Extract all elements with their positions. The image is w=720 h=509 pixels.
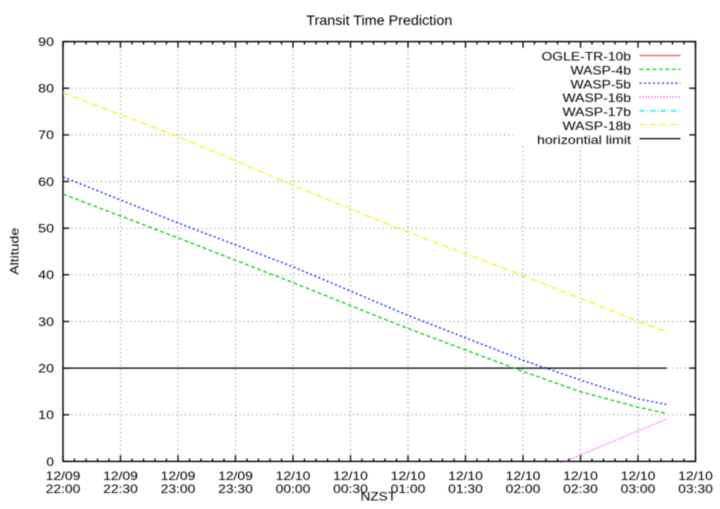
svg-text:Altitude: Altitude (8, 227, 22, 274)
svg-text:WASP-17b: WASP-17b (563, 105, 632, 119)
svg-text:10: 10 (38, 408, 54, 422)
svg-text:80: 80 (38, 82, 54, 96)
svg-text:02:30: 02:30 (563, 482, 598, 496)
svg-text:12/10: 12/10 (448, 469, 483, 483)
svg-text:20: 20 (38, 362, 54, 376)
svg-text:23:30: 23:30 (218, 482, 253, 496)
svg-text:70: 70 (38, 128, 54, 142)
svg-text:horizontial limit: horizontial limit (537, 133, 632, 147)
svg-text:0: 0 (46, 455, 54, 469)
svg-text:12/10: 12/10 (333, 469, 368, 483)
svg-text:00:30: 00:30 (333, 482, 368, 496)
svg-text:12/10: 12/10 (678, 469, 713, 483)
svg-text:WASP-18b: WASP-18b (563, 119, 632, 133)
svg-text:12/09: 12/09 (46, 469, 81, 483)
svg-text:WASP-4b: WASP-4b (571, 64, 632, 78)
svg-text:01:00: 01:00 (391, 482, 426, 496)
svg-text:30: 30 (38, 315, 54, 329)
svg-text:WASP-16b: WASP-16b (563, 91, 632, 105)
svg-text:Transit Time Prediction: Transit Time Prediction (306, 13, 452, 28)
svg-text:60: 60 (38, 175, 54, 189)
svg-text:12/09: 12/09 (218, 469, 253, 483)
svg-text:02:00: 02:00 (506, 482, 541, 496)
svg-text:23:00: 23:00 (161, 482, 196, 496)
svg-text:03:30: 03:30 (678, 482, 713, 496)
svg-text:12/10: 12/10 (276, 469, 311, 483)
svg-text:12/09: 12/09 (161, 469, 196, 483)
svg-text:03:00: 03:00 (621, 482, 656, 496)
svg-text:50: 50 (38, 222, 54, 236)
svg-text:90: 90 (38, 35, 54, 49)
svg-text:12/09: 12/09 (103, 469, 138, 483)
svg-text:WASP-5b: WASP-5b (571, 77, 632, 91)
svg-text:NZST: NZST (361, 490, 397, 504)
svg-text:00:00: 00:00 (276, 482, 311, 496)
svg-text:22:00: 22:00 (46, 482, 81, 496)
svg-text:12/10: 12/10 (563, 469, 598, 483)
svg-text:12/10: 12/10 (621, 469, 656, 483)
svg-text:12/10: 12/10 (506, 469, 541, 483)
svg-text:01:30: 01:30 (448, 482, 483, 496)
svg-text:22:30: 22:30 (103, 482, 138, 496)
svg-text:40: 40 (38, 268, 54, 282)
svg-text:12/10: 12/10 (391, 469, 426, 483)
svg-text:OGLE-TR-10b: OGLE-TR-10b (542, 50, 632, 64)
